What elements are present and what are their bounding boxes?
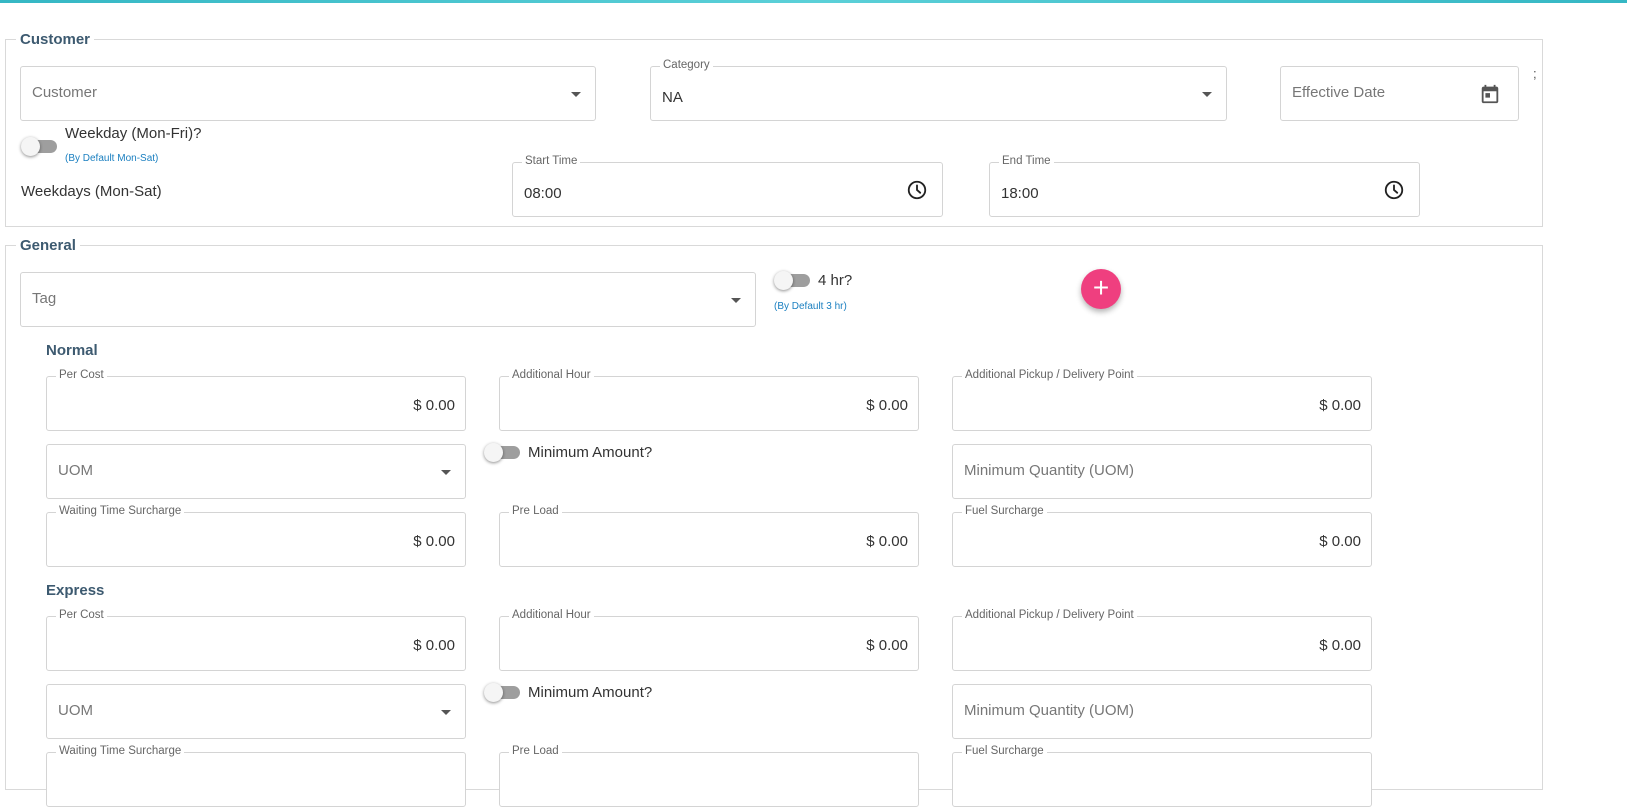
normal-pre-load-value: $ 0.00 [866, 533, 908, 550]
customer-legend: Customer [16, 31, 95, 48]
normal-waiting-time-field[interactable]: Waiting Time Surcharge $ 0.00 [46, 505, 466, 567]
normal-additional-pickup-field[interactable]: Additional Pickup / Delivery Point $ 0.0… [952, 369, 1372, 431]
weekday-toggle-hint: (By Default Mon-Sat) [65, 153, 159, 164]
weekday-toggle[interactable] [21, 136, 57, 156]
normal-title: Normal [46, 342, 98, 359]
normal-additional-pickup-value: $ 0.00 [1319, 397, 1361, 414]
start-time-value: 08:00 [524, 185, 562, 202]
normal-fuel-surcharge-label: Fuel Surcharge [962, 505, 1047, 517]
normal-uom-placeholder: UOM [58, 462, 93, 479]
express-waiting-time-label: Waiting Time Surcharge [56, 745, 185, 757]
express-per-cost-label: Per Cost [56, 609, 107, 621]
start-time-label: Start Time [522, 155, 581, 167]
chevron-down-icon [731, 298, 741, 303]
chevron-down-icon [1202, 92, 1212, 97]
express-additional-pickup-label: Additional Pickup / Delivery Point [962, 609, 1137, 621]
express-fuel-surcharge-label: Fuel Surcharge [962, 745, 1047, 757]
tag-placeholder: Tag [32, 290, 57, 307]
category-select[interactable]: Category NA [650, 59, 1227, 121]
calendar-icon[interactable] [1479, 83, 1501, 105]
four-hr-toggle[interactable] [774, 270, 810, 290]
express-additional-hour-value: $ 0.00 [866, 637, 908, 654]
express-uom-placeholder: UOM [58, 702, 93, 719]
chevron-down-icon [441, 710, 451, 715]
start-time-field[interactable]: Start Time 08:00 [512, 155, 943, 217]
normal-minimum-amount-toggle[interactable] [484, 442, 520, 462]
normal-uom-select[interactable]: UOM [46, 444, 466, 499]
normal-pre-load-label: Pre Load [509, 505, 562, 517]
normal-additional-hour-field[interactable]: Additional Hour $ 0.00 [499, 369, 919, 431]
clock-icon[interactable] [1383, 179, 1405, 201]
express-additional-hour-label: Additional Hour [509, 609, 594, 621]
normal-fuel-surcharge-field[interactable]: Fuel Surcharge $ 0.00 [952, 505, 1372, 567]
normal-per-cost-label: Per Cost [56, 369, 107, 381]
normal-additional-hour-label: Additional Hour [509, 369, 594, 381]
end-time-label: End Time [999, 155, 1054, 167]
top-accent-bar [0, 0, 1627, 3]
express-minimum-quantity-placeholder: Minimum Quantity (UOM) [964, 702, 1135, 719]
express-per-cost-value: $ 0.00 [413, 637, 455, 654]
express-pre-load-label: Pre Load [509, 745, 562, 757]
category-value: NA [662, 89, 683, 106]
express-fuel-surcharge-field[interactable]: Fuel Surcharge [952, 745, 1372, 807]
add-button[interactable]: + [1081, 269, 1121, 309]
normal-pre-load-field[interactable]: Pre Load $ 0.00 [499, 505, 919, 567]
chevron-down-icon [571, 92, 581, 97]
overflow-mark: ; [1533, 66, 1537, 81]
plus-icon: + [1092, 272, 1110, 303]
weekdays-text: Weekdays (Mon-Sat) [21, 183, 162, 200]
end-time-field[interactable]: End Time 18:00 [989, 155, 1420, 217]
weekday-toggle-label: Weekday (Mon-Fri)? [65, 125, 202, 142]
express-title: Express [46, 582, 105, 599]
tag-select[interactable]: Tag [20, 272, 756, 327]
express-pre-load-field[interactable]: Pre Load [499, 745, 919, 807]
category-label: Category [660, 59, 713, 71]
normal-minimum-quantity-placeholder: Minimum Quantity (UOM) [964, 462, 1135, 479]
normal-minimum-amount-label: Minimum Amount? [528, 444, 653, 461]
effective-date-placeholder: Effective Date [1292, 84, 1386, 101]
general-legend: General [16, 237, 80, 254]
express-additional-hour-field[interactable]: Additional Hour $ 0.00 [499, 609, 919, 671]
express-uom-select[interactable]: UOM [46, 684, 466, 739]
normal-fuel-surcharge-value: $ 0.00 [1319, 533, 1361, 550]
express-waiting-time-field[interactable]: Waiting Time Surcharge [46, 745, 466, 807]
express-per-cost-field[interactable]: Per Cost $ 0.00 [46, 609, 466, 671]
express-additional-pickup-field[interactable]: Additional Pickup / Delivery Point $ 0.0… [952, 609, 1372, 671]
normal-additional-pickup-label: Additional Pickup / Delivery Point [962, 369, 1137, 381]
customer-select[interactable]: Customer [20, 66, 596, 121]
customer-section: Customer [5, 31, 1543, 227]
express-minimum-amount-label: Minimum Amount? [528, 684, 653, 701]
chevron-down-icon [441, 470, 451, 475]
express-minimum-quantity-field[interactable]: Minimum Quantity (UOM) [952, 684, 1372, 739]
express-additional-pickup-value: $ 0.00 [1319, 637, 1361, 654]
four-hr-toggle-hint: (By Default 3 hr) [774, 301, 847, 312]
end-time-value: 18:00 [1001, 185, 1039, 202]
four-hr-toggle-label: 4 hr? [818, 272, 853, 289]
normal-per-cost-field[interactable]: Per Cost $ 0.00 [46, 369, 466, 431]
express-minimum-amount-toggle[interactable] [484, 682, 520, 702]
normal-waiting-time-label: Waiting Time Surcharge [56, 505, 185, 517]
normal-additional-hour-value: $ 0.00 [866, 397, 908, 414]
customer-placeholder: Customer [32, 84, 98, 101]
clock-icon[interactable] [906, 179, 928, 201]
normal-minimum-quantity-field[interactable]: Minimum Quantity (UOM) [952, 444, 1372, 499]
normal-per-cost-value: $ 0.00 [413, 397, 455, 414]
normal-waiting-time-value: $ 0.00 [413, 533, 455, 550]
effective-date-field[interactable]: Effective Date [1280, 66, 1519, 121]
